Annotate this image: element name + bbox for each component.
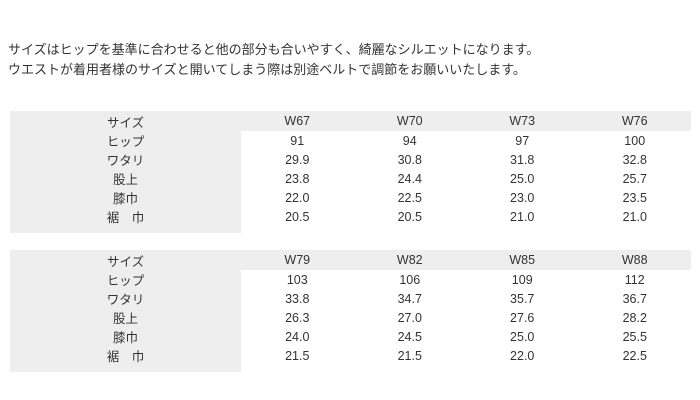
table-header-row: サイズ W79 W82 W85 W88 bbox=[10, 250, 691, 270]
measurement-value: 25.0 bbox=[465, 169, 579, 188]
measurement-value: 25.5 bbox=[578, 327, 691, 346]
size-column-header: W82 bbox=[353, 250, 466, 270]
measurement-value: 20.5 bbox=[353, 207, 466, 226]
measurement-value: 21.5 bbox=[241, 346, 354, 365]
measurement-value: 103 bbox=[241, 270, 354, 289]
size-header-label: サイズ bbox=[10, 111, 242, 131]
size-column-header: W73 bbox=[465, 111, 579, 131]
size-chart-table-w79-w88: サイズ W79 W82 W85 W88 ヒップ 103 106 109 112 … bbox=[10, 250, 691, 372]
measurement-value: 97 bbox=[465, 131, 579, 150]
measurement-value: 22.0 bbox=[465, 346, 579, 365]
measurement-value: 24.5 bbox=[353, 327, 466, 346]
table-row-knee: 膝巾 24.0 24.5 25.0 25.5 bbox=[10, 327, 691, 346]
measurement-value: 27.6 bbox=[465, 308, 579, 327]
measurement-value: 21.0 bbox=[578, 207, 691, 226]
measurement-value: 25.0 bbox=[465, 327, 579, 346]
measurement-value: 32.8 bbox=[578, 150, 691, 169]
measurement-label: 股上 bbox=[10, 169, 242, 188]
measurement-value: 20.5 bbox=[241, 207, 354, 226]
size-column-header: W88 bbox=[578, 250, 691, 270]
measurement-value: 22.0 bbox=[241, 188, 354, 207]
measurement-value: 22.5 bbox=[578, 346, 691, 365]
measurement-label: 裾 巾 bbox=[10, 207, 242, 226]
table-footer-strip bbox=[10, 226, 691, 233]
measurement-value: 34.7 bbox=[353, 289, 466, 308]
measurement-value: 24.0 bbox=[241, 327, 354, 346]
measurement-value: 106 bbox=[353, 270, 466, 289]
table-row-hip: ヒップ 103 106 109 112 bbox=[10, 270, 691, 289]
measurement-value: 100 bbox=[578, 131, 691, 150]
measurement-value: 23.8 bbox=[241, 169, 354, 188]
measurement-value: 28.2 bbox=[578, 308, 691, 327]
size-column-header: W85 bbox=[465, 250, 579, 270]
measurement-label: ヒップ bbox=[10, 131, 242, 150]
measurement-label: ヒップ bbox=[10, 270, 242, 289]
measurement-value: 94 bbox=[353, 131, 466, 150]
measurement-label: 裾 巾 bbox=[10, 346, 242, 365]
measurement-label: ワタリ bbox=[10, 289, 242, 308]
measurement-label: 膝巾 bbox=[10, 327, 242, 346]
measurement-label: 膝巾 bbox=[10, 188, 242, 207]
table-row-thigh: ワタリ 33.8 34.7 35.7 36.7 bbox=[10, 289, 691, 308]
measurement-value: 35.7 bbox=[465, 289, 579, 308]
table-row-knee: 膝巾 22.0 22.5 23.0 23.5 bbox=[10, 188, 691, 207]
measurement-value: 29.9 bbox=[241, 150, 354, 169]
measurement-value: 30.8 bbox=[353, 150, 466, 169]
table-row-rise: 股上 23.8 24.4 25.0 25.7 bbox=[10, 169, 691, 188]
table-row-hem: 裾 巾 20.5 20.5 21.0 21.0 bbox=[10, 207, 691, 226]
measurement-label: ワタリ bbox=[10, 150, 242, 169]
description-line-1: サイズはヒップを基準に合わせると他の部分も合いやすく、綺麗なシルエットになります… bbox=[8, 42, 540, 57]
measurement-value: 31.8 bbox=[465, 150, 579, 169]
size-column-header: W79 bbox=[241, 250, 354, 270]
size-guide-description: サイズはヒップを基準に合わせると他の部分も合いやすく、綺麗なシルエットになります… bbox=[0, 0, 700, 80]
measurement-value: 22.5 bbox=[353, 188, 466, 207]
measurement-value: 91 bbox=[241, 131, 354, 150]
measurement-value: 23.5 bbox=[578, 188, 691, 207]
measurement-value: 21.5 bbox=[353, 346, 466, 365]
measurement-value: 109 bbox=[465, 270, 579, 289]
size-header-label: サイズ bbox=[10, 250, 242, 270]
measurement-value: 33.8 bbox=[241, 289, 354, 308]
size-column-header: W70 bbox=[353, 111, 466, 131]
table-header-row: サイズ W67 W70 W73 W76 bbox=[10, 111, 691, 131]
measurement-value: 27.0 bbox=[353, 308, 466, 327]
measurement-value: 21.0 bbox=[465, 207, 579, 226]
measurement-value: 112 bbox=[578, 270, 691, 289]
table-row-rise: 股上 26.3 27.0 27.6 28.2 bbox=[10, 308, 691, 327]
table-row-thigh: ワタリ 29.9 30.8 31.8 32.8 bbox=[10, 150, 691, 169]
table-row-hip: ヒップ 91 94 97 100 bbox=[10, 131, 691, 150]
measurement-value: 26.3 bbox=[241, 308, 354, 327]
measurement-value: 24.4 bbox=[353, 169, 466, 188]
measurement-value: 36.7 bbox=[578, 289, 691, 308]
measurement-value: 23.0 bbox=[465, 188, 579, 207]
size-chart-table-w67-w76: サイズ W67 W70 W73 W76 ヒップ 91 94 97 100 ワタリ… bbox=[10, 111, 691, 233]
table-row-hem: 裾 巾 21.5 21.5 22.0 22.5 bbox=[10, 346, 691, 365]
measurement-label: 股上 bbox=[10, 308, 242, 327]
measurement-value: 25.7 bbox=[578, 169, 691, 188]
description-line-2: ウエストが着用者様のサイズと開いてしまう際は別途ベルトで調節をお願いいたします。 bbox=[8, 62, 526, 77]
size-column-header: W67 bbox=[241, 111, 354, 131]
table-footer-strip bbox=[10, 365, 691, 372]
size-column-header: W76 bbox=[578, 111, 691, 131]
